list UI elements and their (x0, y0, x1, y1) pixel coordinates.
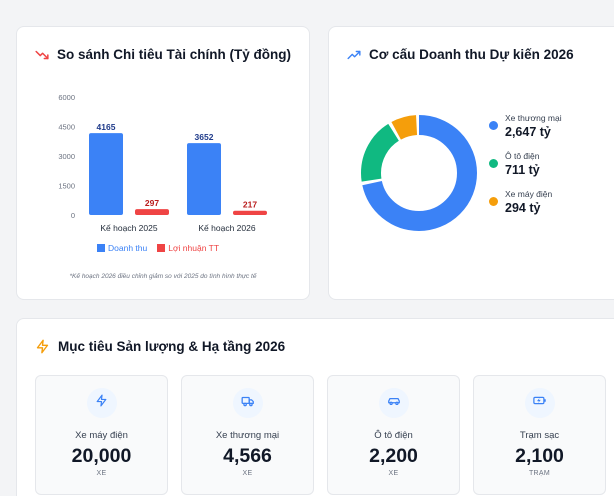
bar-doanh-thu (187, 143, 221, 215)
targets-card-header: Mục tiêu Sản lượng & Hạ tầng 2026 (35, 339, 285, 354)
slice-value: 294 tỷ (505, 201, 541, 215)
trending-down-icon (35, 48, 49, 62)
category-label: Kế hoạch 2025 (100, 223, 157, 233)
finance-chart-legend: Doanh thu Lợi nhuận TT (97, 243, 219, 253)
target-unit: TRẠM (528, 470, 551, 477)
target-icon-wrap (232, 388, 263, 418)
target-value: 4,566 (223, 445, 272, 467)
target-label: Ô tô điện (374, 430, 413, 441)
target-unit: XE (96, 470, 107, 477)
donut-legend-item[interactable]: Ô tô điện 711 tỷ (489, 151, 562, 177)
finance-bar-chart: 0 1500 3000 4500 6000 4165 297 Kế hoạch 2025 365… (58, 93, 267, 233)
revenue-card-title: Cơ cấu Doanh thu Dự kiến 2026 (369, 47, 574, 62)
y-tick-label: 4500 (58, 123, 75, 132)
targets-card-title: Mục tiêu Sản lượng & Hạ tầng 2026 (58, 339, 286, 354)
donut-legend: Xe thương mại 2,647 tỷ Ô tô điện 711 tỷ … (489, 113, 562, 227)
charging-station-icon (532, 393, 547, 413)
target-card-charging[interactable]: Trạm sạc 2,100 TRẠM (473, 375, 606, 495)
donut-legend-item[interactable]: Xe máy điện 294 tỷ (489, 189, 562, 215)
legend-label-revenue: Doanh thu (108, 243, 148, 253)
targets-card: Mục tiêu Sản lượng & Hạ tầng 2026 Xe máy… (16, 318, 614, 496)
donut-slice (361, 115, 477, 231)
donut-legend-item[interactable]: Xe thương mại 2,647 tỷ (489, 113, 562, 139)
target-label: Trạm sạc (519, 430, 560, 441)
bar-lợi-nhuận-tt (233, 210, 267, 215)
bar-value-label: 297 (145, 198, 159, 208)
revenue-donut-chart (361, 115, 477, 231)
legend-dot (489, 159, 498, 168)
bar-value-label: 217 (243, 200, 257, 210)
bar-doanh-thu (89, 133, 123, 215)
category-label: Kế hoạch 2026 (198, 223, 255, 233)
target-icon-wrap (524, 388, 555, 418)
revenue-card-header: Cơ cấu Doanh thu Dự kiến 2026 (347, 47, 574, 62)
slice-value: 711 tỷ (505, 163, 540, 177)
car-icon (387, 394, 401, 413)
slice-name: Xe thương mại (505, 113, 562, 123)
legend-label-profit: Lợi nhuận TT (168, 243, 220, 253)
legend-swatch-revenue (97, 244, 105, 252)
slice-name: Xe máy điện (505, 189, 553, 199)
legend-swatch-profit (157, 244, 166, 252)
legend-item-revenue[interactable]: Doanh thu (97, 243, 147, 253)
target-unit: XE (388, 470, 399, 477)
legend-item-profit[interactable]: Lợi nhuận TT (157, 243, 219, 253)
revenue-structure-card: Cơ cấu Doanh thu Dự kiến 2026 Xe thương … (328, 26, 614, 300)
target-value: 2,100 (515, 445, 564, 467)
target-card-motorbike[interactable]: Xe máy điện 20,000 XE (35, 375, 168, 495)
y-tick-label: 0 (71, 211, 75, 220)
donut-slice (361, 115, 477, 231)
target-label: Xe máy điện (75, 430, 128, 441)
legend-dot (489, 121, 498, 130)
y-tick-label: 3000 (58, 152, 75, 161)
bar-value-label: 3652 (195, 132, 214, 142)
bar-value-label: 4165 (97, 122, 116, 132)
y-tick-label: 6000 (58, 93, 75, 102)
bar-lợi-nhuận-tt (135, 209, 169, 215)
target-card-car[interactable]: Ô tô điện 2,200 XE (327, 375, 460, 495)
target-unit: XE (242, 470, 253, 477)
lightning-icon (35, 339, 50, 354)
target-icon-wrap (378, 388, 409, 418)
finance-comparison-card: So sánh Chi tiêu Tài chính (Tỷ đồng) 0 15… (16, 26, 310, 300)
lightning-icon (95, 394, 108, 412)
finance-card-title: So sánh Chi tiêu Tài chính (Tỷ đồng) (57, 47, 291, 62)
trending-up-icon (347, 48, 361, 62)
y-tick-label: 1500 (58, 182, 75, 191)
target-value: 20,000 (71, 445, 132, 467)
slice-value: 2,647 tỷ (505, 125, 551, 139)
target-value: 2,200 (369, 445, 418, 467)
finance-card-header: So sánh Chi tiêu Tài chính (Tỷ đồng) (35, 47, 291, 62)
slice-name: Ô tô điện (505, 151, 540, 161)
finance-note: *Kế hoạch 2026 điều chỉnh giảm so với 20… (69, 273, 257, 280)
target-icon-wrap (86, 388, 117, 418)
target-label: Xe thương mại (215, 430, 280, 441)
truck-icon (241, 394, 255, 413)
legend-dot (489, 197, 498, 206)
target-card-truck[interactable]: Xe thương mại 4,566 XE (181, 375, 314, 495)
